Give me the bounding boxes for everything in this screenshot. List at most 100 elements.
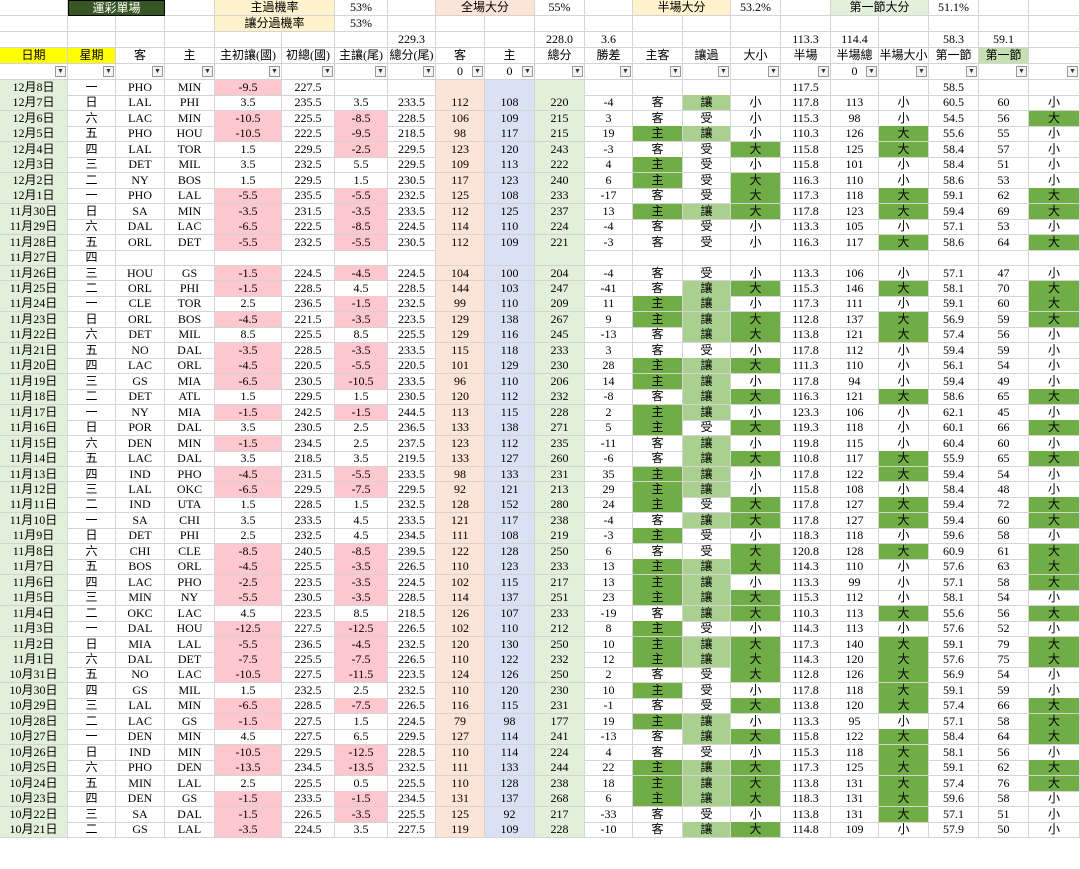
table-cell: POR — [116, 420, 165, 437]
table-cell: -1.5 — [335, 296, 388, 313]
table-cell: 229.5 — [388, 141, 436, 158]
table-cell: 129 — [485, 358, 535, 375]
table-cell: 131 — [831, 806, 879, 823]
table-cell: 102 — [436, 574, 485, 591]
summary-cell — [585, 16, 633, 32]
table-cell: 227.5 — [282, 621, 335, 638]
filter-cell: ▼ — [781, 64, 831, 80]
table-cell: 大 — [731, 389, 781, 406]
filter-button[interactable]: ▼ — [620, 66, 631, 77]
table-cell: 小 — [879, 481, 929, 498]
table-cell: 117 — [485, 512, 535, 529]
table-cell: 主 — [633, 466, 683, 483]
filter-button[interactable]: ▼ — [152, 66, 163, 77]
table-cell: 79 — [436, 713, 485, 730]
summary-cell — [683, 16, 731, 32]
table-cell: 140 — [831, 636, 879, 653]
table-cell: 131 — [831, 791, 879, 808]
filter-button[interactable]: ▼ — [269, 66, 280, 77]
table-cell: 224.5 — [388, 219, 436, 236]
filter-button[interactable]: ▼ — [718, 66, 729, 77]
filter-button[interactable]: ▼ — [670, 66, 681, 77]
filter-button[interactable]: ▼ — [818, 66, 829, 77]
summary-cell — [1029, 16, 1080, 32]
table-cell: 227.5 — [282, 729, 335, 746]
table-cell: 227.5 — [282, 713, 335, 730]
table-cell: 65 — [979, 389, 1029, 406]
filter-button[interactable]: ▼ — [103, 66, 114, 77]
table-cell: 228.5 — [388, 280, 436, 297]
table-cell: NY — [165, 590, 215, 607]
table-cell: 59.4 — [929, 497, 979, 514]
table-cell: 112 — [831, 342, 879, 359]
table-cell: 主 — [633, 172, 683, 189]
filter-button[interactable]: ▼ — [55, 66, 66, 77]
table-cell: 125 — [436, 188, 485, 205]
filter-button[interactable]: ▼ — [866, 66, 877, 77]
summary-cell — [0, 32, 68, 48]
table-cell: 讓 — [683, 481, 731, 498]
table-cell: 115.3 — [781, 110, 831, 127]
summary-cell — [1029, 0, 1080, 16]
filter-button[interactable]: ▼ — [916, 66, 927, 77]
table-cell: 三 — [68, 373, 116, 390]
table-cell: 101 — [436, 358, 485, 375]
table-cell: 57.9 — [929, 822, 979, 839]
table-cell: 大 — [731, 311, 781, 328]
table-cell: 109 — [485, 822, 535, 839]
table-cell: PHO — [116, 80, 165, 96]
filter-cell: ▼ — [731, 64, 781, 80]
filter-button[interactable]: ▼ — [1016, 66, 1027, 77]
filter-button[interactable]: ▼ — [322, 66, 333, 77]
table-cell: 223.5 — [282, 605, 335, 622]
table-cell: SA — [116, 512, 165, 529]
table-cell: 57.4 — [929, 775, 979, 792]
filter-button[interactable]: ▼ — [966, 66, 977, 77]
filter-button[interactable]: ▼ — [202, 66, 213, 77]
table-cell: 128 — [831, 543, 879, 560]
table-cell: 大 — [1029, 280, 1080, 297]
table-cell: DET — [165, 234, 215, 251]
table-cell: 客 — [633, 451, 683, 467]
table-cell: MIA — [165, 404, 215, 421]
table-cell: BOS — [165, 311, 215, 328]
filter-button[interactable]: ▼ — [1067, 66, 1078, 77]
table-cell: 三 — [68, 157, 116, 174]
table-cell: 232.5 — [388, 760, 436, 777]
column-header: 半場 — [781, 48, 831, 64]
table-cell: 110 — [436, 775, 485, 792]
summary-cell — [781, 16, 831, 32]
table-cell: 10月28日 — [0, 713, 68, 730]
table-cell: 128 — [436, 497, 485, 514]
filter-button[interactable]: ▼ — [572, 66, 583, 77]
table-cell: 大 — [879, 512, 929, 529]
table-cell: 讓 — [683, 311, 731, 328]
column-header: 第一節 — [979, 48, 1029, 64]
table-cell: 11月17日 — [0, 404, 68, 421]
filter-button[interactable]: ▼ — [375, 66, 386, 77]
filter-button[interactable]: ▼ — [768, 66, 779, 77]
table-cell: 137 — [485, 791, 535, 808]
summary-cell — [731, 16, 781, 32]
table-cell: 55.6 — [929, 126, 979, 143]
filter-cell: ▼ — [68, 64, 116, 80]
table-cell: 112 — [485, 435, 535, 452]
table-cell: 1.5 — [335, 713, 388, 730]
filter-button[interactable]: ▼ — [423, 66, 434, 77]
table-cell: -5.5 — [215, 590, 282, 607]
filter-button[interactable]: ▼ — [522, 66, 533, 77]
table-cell: 大 — [879, 389, 929, 406]
table-cell: 235.5 — [282, 188, 335, 205]
table-cell: 224 — [535, 219, 585, 236]
filter-button[interactable]: ▼ — [472, 66, 483, 77]
table-cell: 小 — [731, 744, 781, 761]
table-cell: 238 — [535, 512, 585, 529]
table-cell: PHO — [116, 760, 165, 777]
table-cell: 大 — [731, 327, 781, 344]
table-cell: 99 — [436, 296, 485, 313]
table-cell — [215, 250, 282, 266]
table-cell: -1 — [585, 698, 633, 715]
table-cell: 237 — [535, 203, 585, 220]
table-cell: 2.5 — [215, 528, 282, 545]
table-cell: 23 — [585, 590, 633, 607]
